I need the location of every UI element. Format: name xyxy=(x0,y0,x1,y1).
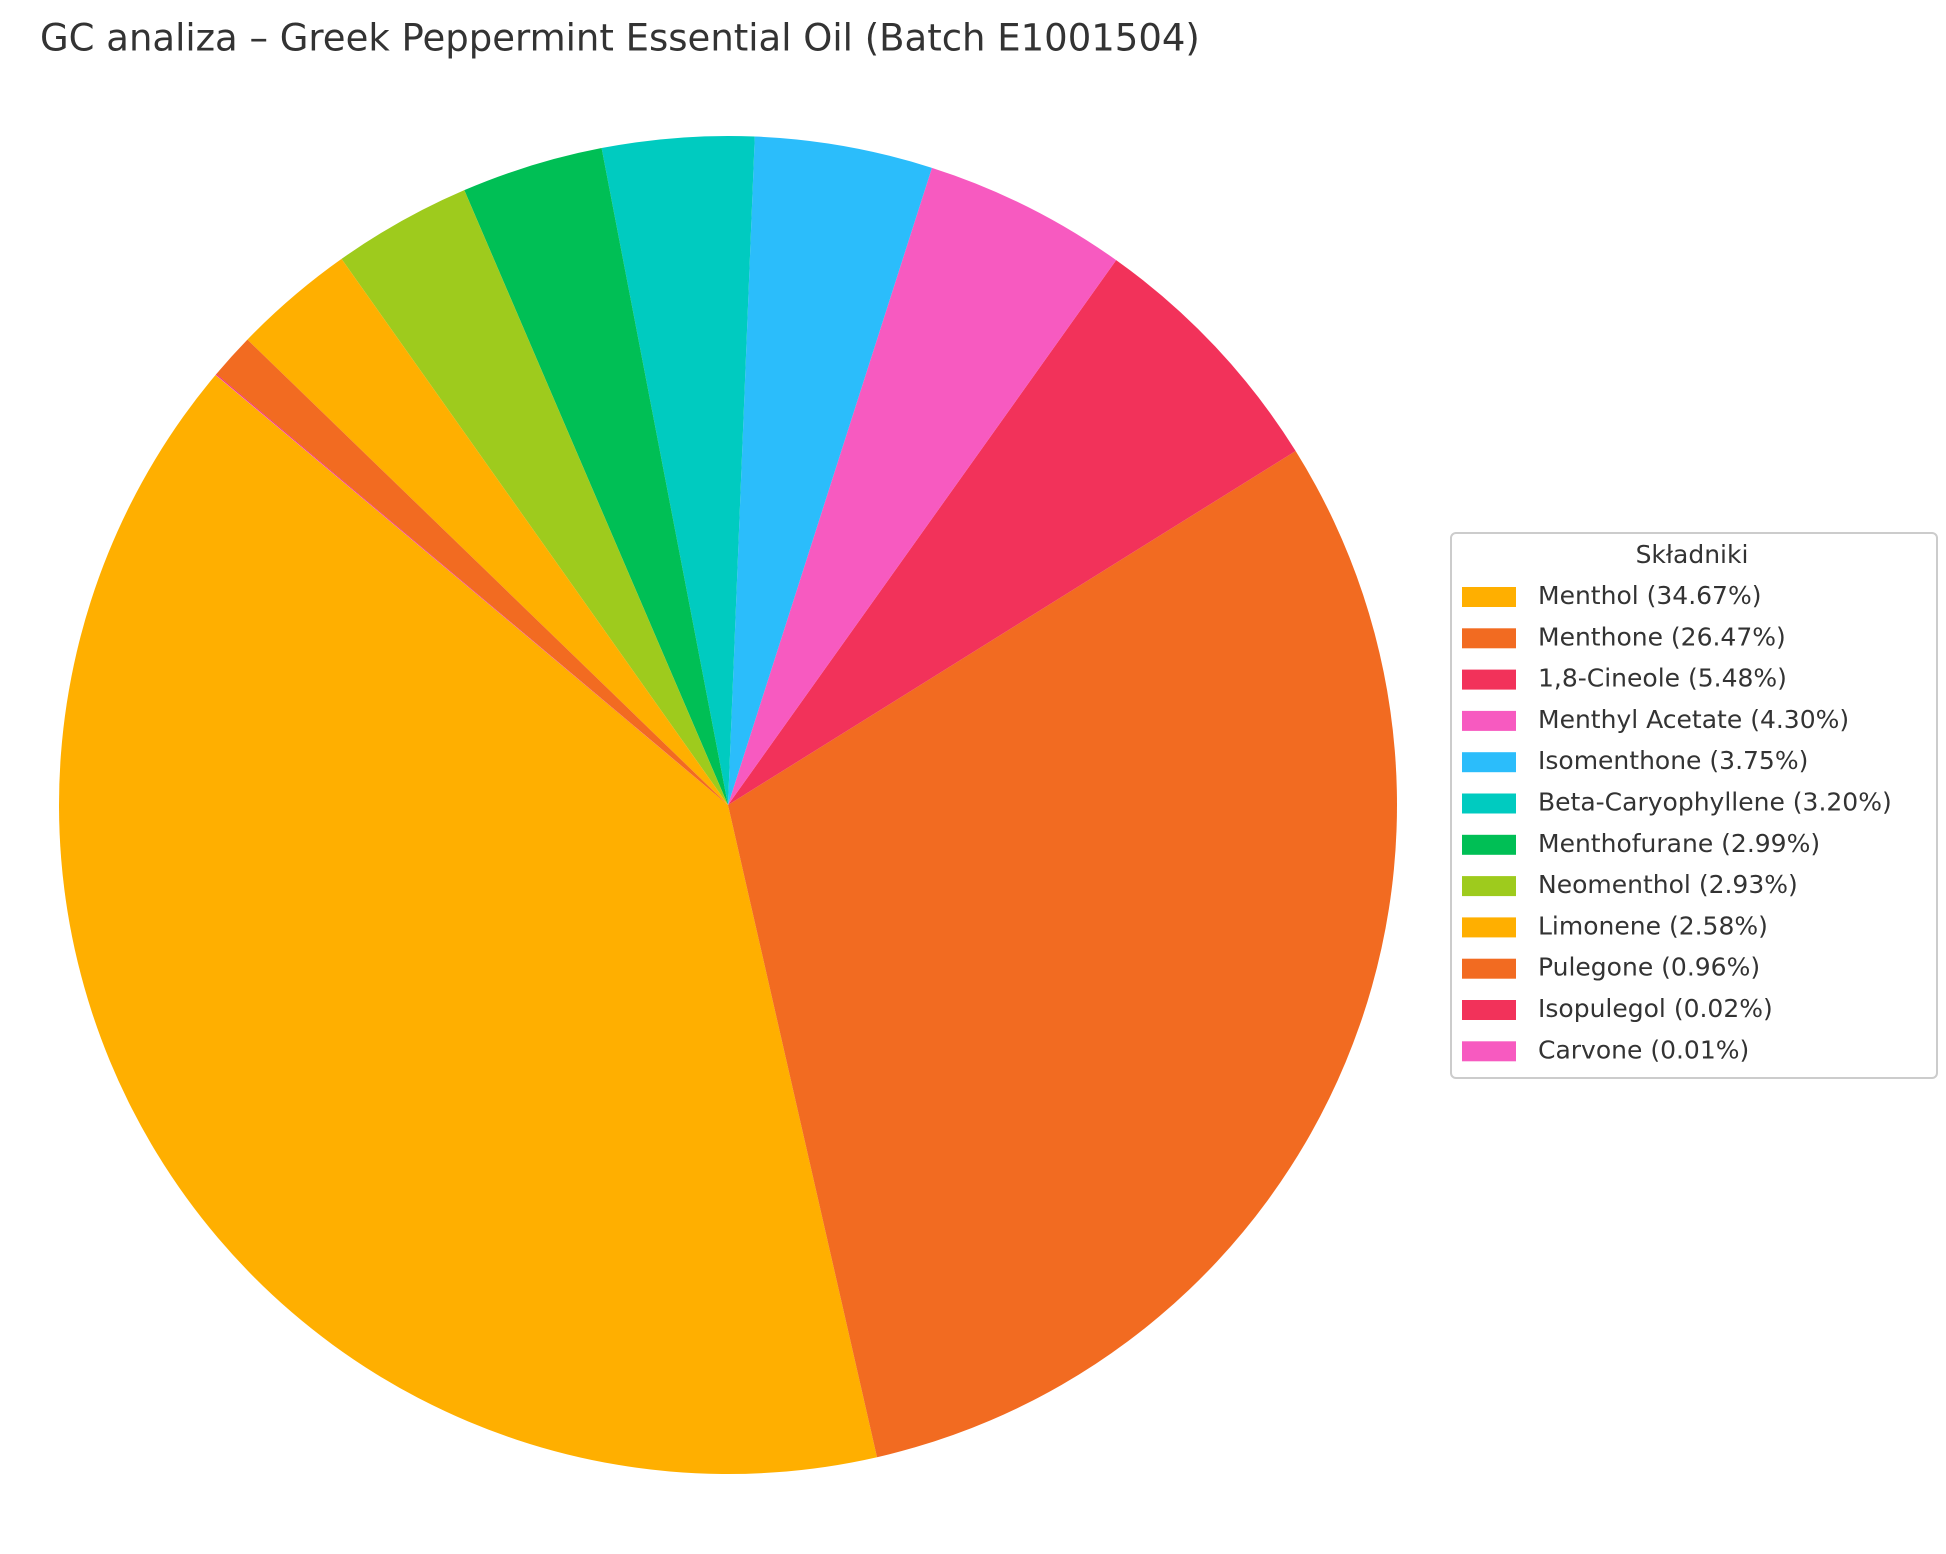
legend-swatch xyxy=(1462,1041,1516,1062)
legend-label: Isomenthone (3.75%) xyxy=(1538,746,1808,775)
legend-value: (34.67%) xyxy=(1647,581,1762,610)
legend-label: Pulegone (0.96%) xyxy=(1538,953,1760,982)
legend-swatch xyxy=(1462,587,1516,607)
legend-value: (0.02%) xyxy=(1674,994,1773,1023)
legend-swatch xyxy=(1462,669,1516,690)
legend-title: Składniki xyxy=(1636,540,1749,569)
legend-swatch xyxy=(1462,876,1516,897)
legend-value: (0.01%) xyxy=(1650,1035,1749,1064)
legend-label: Neomenthol (2.93%) xyxy=(1538,870,1798,899)
legend-swatch xyxy=(1462,793,1516,814)
legend-name: Menthol xyxy=(1538,581,1639,610)
pie-slice xyxy=(601,136,755,806)
pie-slice xyxy=(728,450,1397,1458)
legend-label: Menthofurane (2.99%) xyxy=(1538,829,1820,858)
legend-value: (2.58%) xyxy=(1669,911,1768,940)
legend-swatch xyxy=(1462,628,1516,649)
legend-value: (3.75%) xyxy=(1709,746,1808,775)
pie-slice xyxy=(247,258,729,805)
pie-slice xyxy=(215,373,728,805)
legend-name: Neomenthol xyxy=(1538,870,1691,899)
legend-name: Limonene xyxy=(1538,911,1661,940)
legend-value: (2.93%) xyxy=(1699,870,1798,899)
legend-swatch xyxy=(1462,752,1516,773)
pie-slice xyxy=(728,260,1296,805)
legend-label: Carvone (0.01%) xyxy=(1538,1035,1749,1064)
legend-value: (0.96%) xyxy=(1661,953,1760,982)
legend-label: 1,8-Cineole (5.48%) xyxy=(1538,664,1787,693)
legend-swatch xyxy=(1462,1000,1516,1020)
legend-swatch xyxy=(1462,834,1516,855)
legend-label: Menthol (34.67%) xyxy=(1538,581,1761,610)
pie-slice xyxy=(341,190,728,805)
legend-label: Limonene (2.58%) xyxy=(1538,911,1768,940)
legend-swatch xyxy=(1462,958,1516,979)
legend-label: Isopulegol (0.02%) xyxy=(1538,994,1773,1023)
pie-slice xyxy=(728,136,932,805)
legend-swatch xyxy=(1462,710,1516,731)
legend-label: Menthyl Acetate (4.30%) xyxy=(1538,705,1849,734)
legend-swatch xyxy=(1462,917,1516,938)
legend-name: Menthyl Acetate xyxy=(1538,705,1742,734)
pie-slice xyxy=(215,374,729,805)
legend-value: (26.47%) xyxy=(1671,622,1786,651)
legend-name: Menthone xyxy=(1538,622,1663,651)
chart-title: GC analiza – Greek Peppermint Essential … xyxy=(40,17,1200,60)
pie-slice xyxy=(464,148,728,806)
legend-name: Beta-Caryophyllene xyxy=(1538,788,1785,817)
legend-name: Pulegone xyxy=(1538,953,1653,982)
legend-name: Isopulegol xyxy=(1538,994,1666,1023)
legend-value: (4.30%) xyxy=(1750,705,1849,734)
legend-value: (5.48%) xyxy=(1688,664,1787,693)
legend-value: (2.99%) xyxy=(1721,829,1820,858)
legend-label: Beta-Caryophyllene (3.20%) xyxy=(1538,788,1892,817)
pie-slice xyxy=(728,167,1117,806)
legend-name: 1,8-Cineole xyxy=(1538,664,1680,693)
pie-slice xyxy=(216,339,728,805)
legend-name: Isomenthone xyxy=(1538,746,1701,775)
pie-slice xyxy=(58,374,878,1475)
legend-box xyxy=(1450,532,1938,1079)
legend-label: Menthone (26.47%) xyxy=(1538,622,1786,651)
legend-name: Carvone xyxy=(1538,1035,1642,1064)
legend-name: Menthofurane xyxy=(1538,829,1713,858)
legend-value: (3.20%) xyxy=(1793,788,1892,817)
